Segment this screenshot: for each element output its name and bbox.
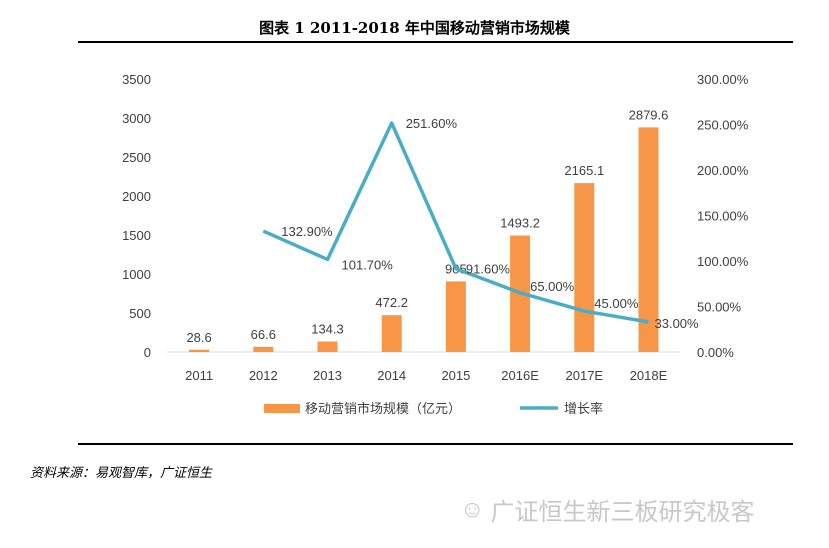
bar (638, 127, 659, 352)
watermark-text: 广证恒生新三板研究极客 (490, 499, 755, 526)
line-label: 65.00% (530, 279, 575, 294)
line-label: 91.60% (466, 262, 511, 277)
line-label: 45.00% (594, 296, 639, 311)
left-axis-tick: 2000 (122, 189, 151, 204)
bar-label: 28.6 (186, 330, 211, 345)
bar-label: 472.2 (375, 295, 408, 310)
x-axis-tick: 2014 (377, 368, 406, 383)
left-axis-tick: 500 (129, 306, 151, 321)
bar-label: 1493.2 (500, 216, 540, 231)
right-axis-tick: 0.00% (697, 345, 734, 360)
chart-title: 图表 1 2011-2018 年中国移动营销市场规模 (259, 19, 570, 37)
x-axis-tick: 2016E (501, 368, 539, 383)
x-axis-tick: 2011 (185, 368, 213, 383)
source-note: 资料来源：易观智库，广证恒生 (30, 466, 213, 481)
legend-line-label: 增长率 (564, 401, 603, 416)
legend-bar-swatch (264, 404, 300, 413)
left-axis-tick: 2500 (122, 150, 151, 165)
line-label: 132.90% (281, 224, 333, 239)
left-axis-tick: 1000 (122, 267, 151, 282)
bar-label: 2879.6 (629, 107, 669, 122)
bar (253, 346, 274, 352)
bar (381, 315, 402, 352)
right-axis-tick: 150.00% (697, 209, 749, 224)
line-label: 101.70% (342, 257, 394, 272)
bar-label: 2165.1 (564, 163, 604, 178)
line-label: 251.60% (406, 116, 458, 131)
bottom-rule (78, 443, 793, 445)
x-axis-tick: 2012 (249, 368, 278, 383)
top-rule (78, 41, 793, 43)
x-axis-tick: 2017E (566, 368, 604, 383)
right-axis-tick: 100.00% (697, 254, 749, 269)
right-axis-tick: 200.00% (697, 163, 749, 178)
right-axis-tick: 250.00% (697, 118, 749, 133)
left-axis-tick: 1500 (122, 228, 151, 243)
left-axis-tick: 3500 (122, 72, 151, 87)
bar (189, 349, 210, 352)
right-axis-tick: 50.00% (697, 300, 742, 315)
x-axis-tick: 2018E (630, 368, 668, 383)
bar-label: 66.6 (251, 327, 276, 342)
right-axis-tick: 300.00% (697, 72, 749, 87)
bar (574, 183, 595, 352)
line-label: 33.00% (655, 316, 700, 331)
left-axis-tick: 0 (144, 345, 151, 360)
bar (317, 341, 338, 352)
wechat-icon: ☺ (460, 495, 485, 523)
bar-label: 134.3 (311, 322, 344, 337)
x-axis-tick: 2013 (313, 368, 342, 383)
legend-bar-label: 移动营销市场规模（亿元） (305, 401, 461, 416)
left-axis-tick: 3000 (122, 111, 151, 126)
watermark: ☺ 广证恒生新三板研究极客 (460, 492, 755, 527)
bar (445, 281, 466, 352)
x-axis-tick: 2015 (441, 368, 470, 383)
